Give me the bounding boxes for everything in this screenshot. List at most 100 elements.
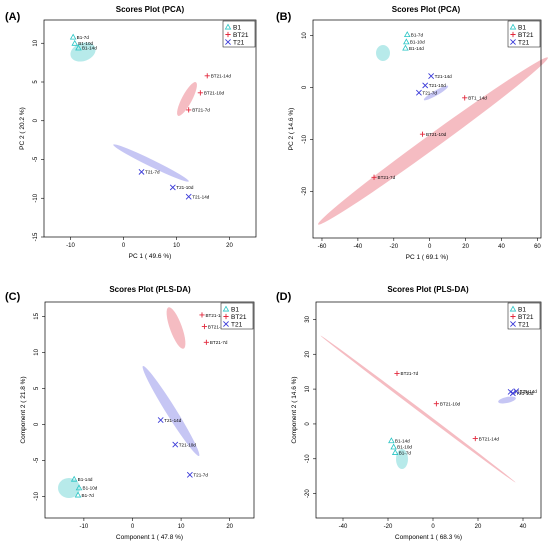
data-point-bt21 [199,312,205,318]
y-tick-label: -10 [34,491,40,500]
y-axis-label: PC 2 ( 14.6 %) [288,108,295,151]
legend-label: T21 [231,321,243,328]
legend-marker-bt21 [510,313,516,320]
x-tick-label: 20 [226,524,233,530]
y-tick-label: -10 [33,193,39,202]
legend-marker-t21 [225,39,231,45]
data-point-b1 [402,44,409,51]
point-label: B1-14d [409,46,424,51]
data-point-bt21 [197,90,203,96]
data-point-t21 [509,390,516,397]
data-point-b1 [70,475,78,482]
x-tick-label: 20 [226,243,233,249]
data-point-b1 [69,33,77,40]
data-point-b1 [403,38,410,45]
x-tick-label: -60 [318,244,327,250]
data-point-t21 [138,168,145,175]
point-label: T21-10d [516,391,534,396]
point-label: B1-10d [410,40,425,45]
chart-panel: (D) Scores Plot (PLS-DA) -40 -20 0 20 40 -20 -10… [276,285,542,541]
data-point-b1 [75,484,83,491]
data-point-t21 [416,89,422,96]
data-point-bt21 [204,73,210,79]
plot-frame [315,301,542,519]
x-axis-label: Component 1 ( 47.8 %) [116,534,183,541]
point-label: T21-7d [422,90,437,95]
point-label: T21-7d [145,170,160,175]
data-point-b1 [403,31,411,38]
point-label: B1-14d [395,438,410,443]
point-label: B1-14d [78,477,93,482]
x-tick-label: 10 [178,524,185,530]
y-tick-label: 0 [302,85,308,89]
legend-label: T21 [518,321,530,328]
legend-label: B1 [518,24,526,31]
y-tick-label: 0 [34,422,40,426]
point-label: BT21-10d [426,132,447,137]
data-point-bt21 [433,401,439,407]
legend-label: B1 [233,24,241,31]
confidence-region-t21 [423,85,449,101]
legend-marker-b1 [224,23,232,30]
point-label: BT21-7d [210,340,228,345]
point-label: T21-14d [192,195,210,200]
point-label: B1-7d [77,35,90,40]
point-label: B1-7d [82,493,95,498]
y-tick-label: -10 [305,454,311,463]
y-tick-label: 10 [34,348,40,355]
data-point-b1 [388,437,395,444]
y-tick-label: -15 [33,232,39,241]
point-label: B1-10d [397,445,412,450]
x-axis-label: PC 1 ( 49.6 %) [129,253,172,260]
x-tick-label: 10 [173,243,180,249]
y-tick-label: -20 [305,489,311,498]
point-label: B1-7d [399,450,412,455]
legend-marker-t21 [223,321,229,327]
point-label: BT21-7d [192,108,210,113]
plot-frame [43,19,257,238]
data-point-b1 [391,449,399,455]
y-tick-label: 30 [305,315,311,322]
legend-label: BT21 [233,32,249,39]
point-label: BT21-14d [211,74,232,79]
data-point-t21 [422,82,429,89]
y-tick-label: 10 [33,39,39,46]
data-point-t21 [186,471,193,478]
legend-label: BT21 [518,314,534,321]
data-point-t21 [169,184,176,191]
y-tick-label: -20 [302,186,308,195]
point-label: T21-14d [164,418,182,423]
data-point-t21 [428,73,435,79]
x-tick-label: 0 [431,524,435,530]
legend-marker-bt21 [223,313,229,320]
chart-panel: (A) Scores Plot (PCA) -10 0 10 20 -15 -10 -5 0 5 10… [5,5,257,260]
legend-label: BT21 [518,32,534,39]
y-tick-label: 20 [305,350,311,357]
data-point-bt21 [472,435,478,442]
legend-label: T21 [233,39,245,46]
confidence-region-b1 [376,45,390,61]
point-label: BT21-14d [479,436,500,441]
confidence-region-b1 [70,42,96,62]
x-tick-label: -10 [66,243,75,249]
x-axis-label: Component 1 ( 68.3 %) [395,534,462,541]
data-point-b1 [71,39,79,46]
y-tick-label: -5 [33,156,39,162]
legend-label: B1 [518,306,526,313]
legend-label: BT21 [231,314,247,321]
data-point-b1 [75,44,82,51]
x-tick-label: 60 [534,244,541,250]
data-point-bt21 [203,339,209,345]
legend-label: T21 [518,39,530,46]
y-tick-label: 0 [305,422,311,426]
point-label: T21-7d [193,473,208,478]
x-tick-label: -40 [339,524,348,530]
y-tick-label: -10 [302,134,308,143]
point-label: B1-14d [82,46,97,51]
data-point-t21 [157,417,164,423]
legend-label: B1 [231,306,239,313]
confidence-region-b1 [58,478,80,498]
data-point-bt21 [201,323,208,330]
x-tick-label: -10 [80,524,89,530]
point-label: BT21-7d [401,371,419,376]
